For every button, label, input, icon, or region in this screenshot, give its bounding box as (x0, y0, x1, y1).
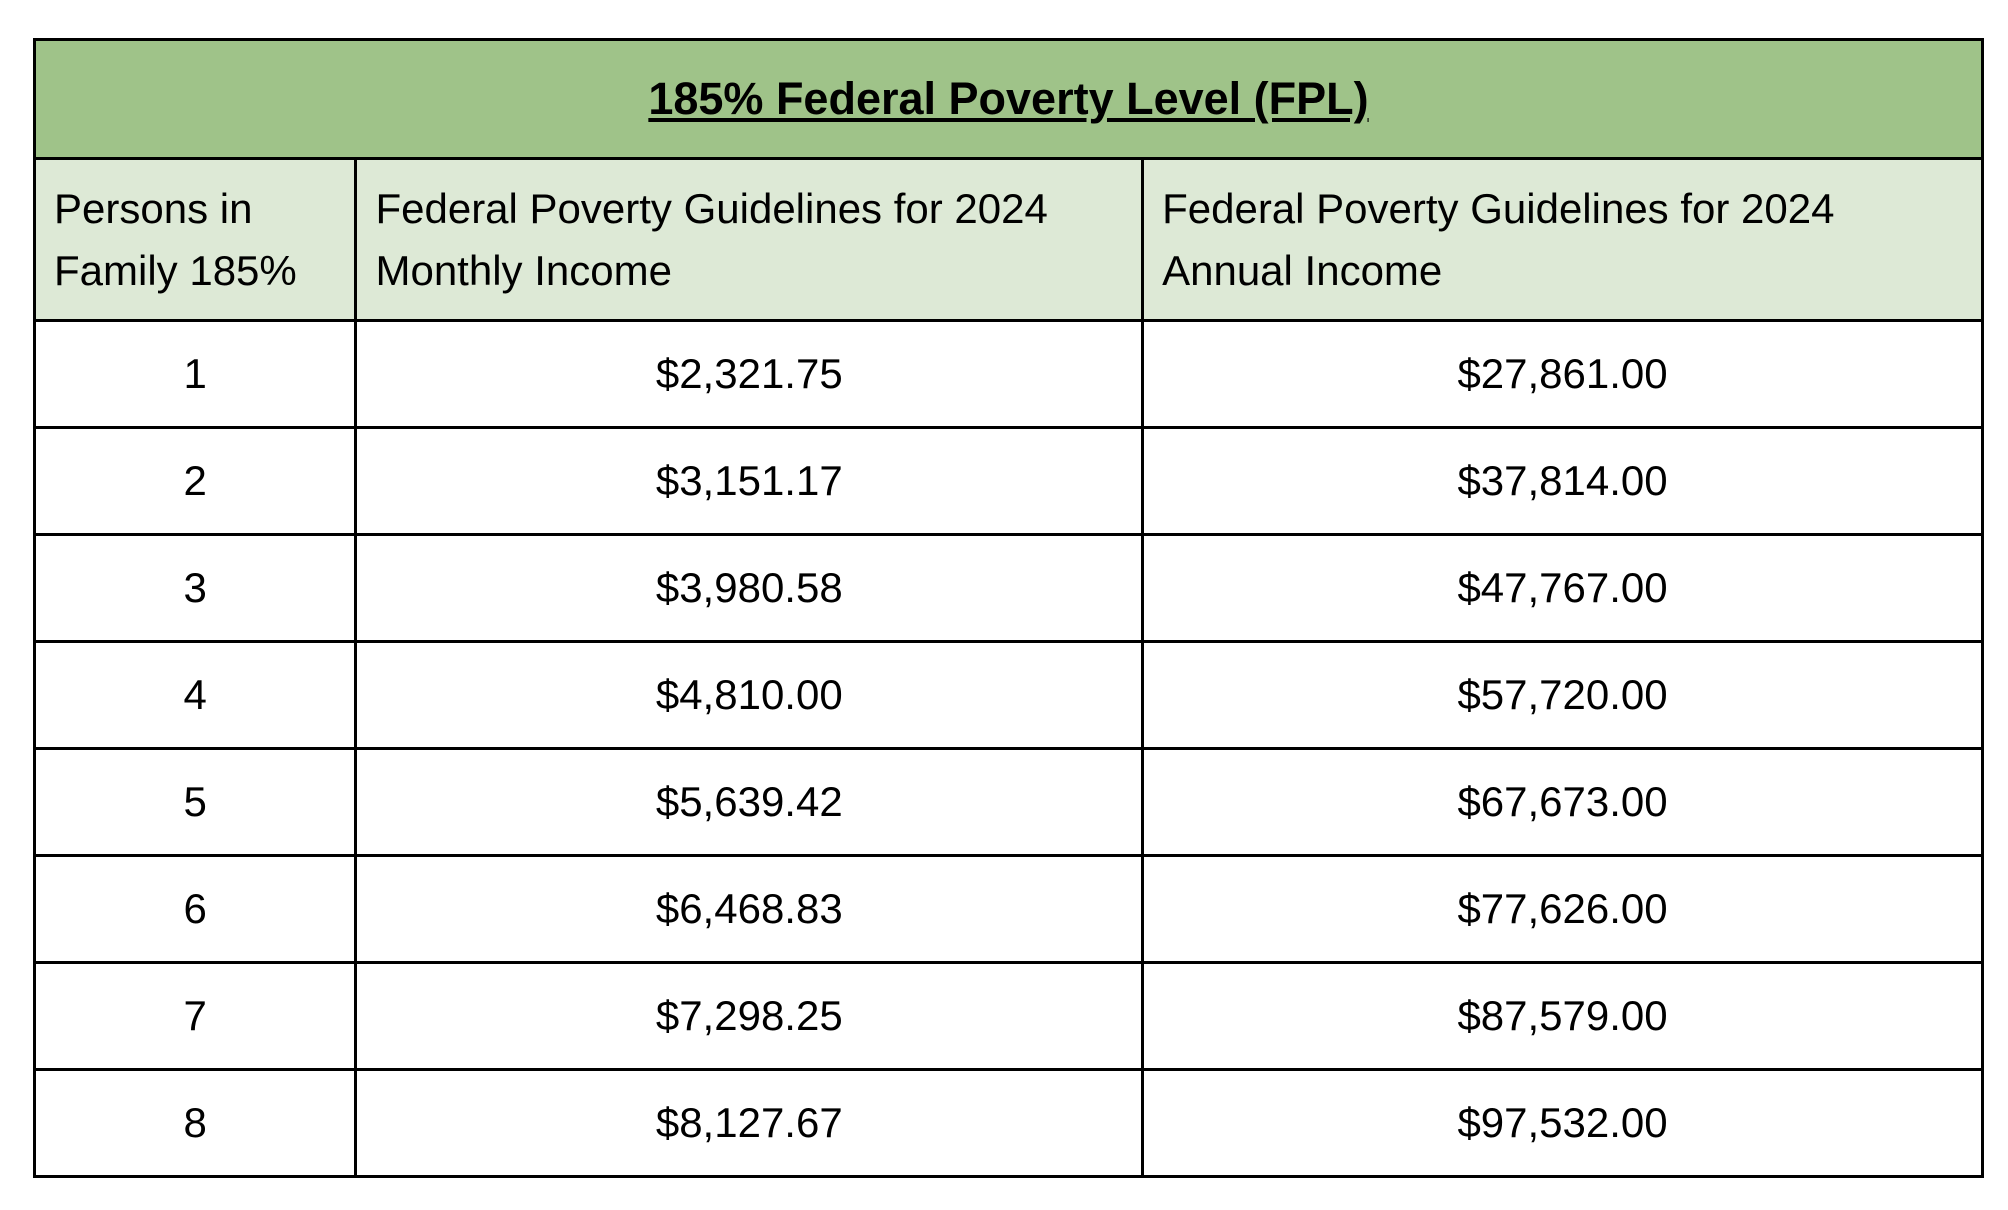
persons-cell: 1 (32, 319, 358, 429)
table-row: 3 $3,980.58 $47,767.00 (32, 533, 1984, 643)
header-line: Annual Income (1162, 246, 1443, 294)
annual-income-cell: $67,673.00 (1141, 747, 1984, 857)
monthly-income-cell: $3,151.17 (354, 426, 1145, 536)
header-line: Federal Poverty Guidelines for 2024 (1162, 184, 1835, 232)
persons-cell: 2 (32, 426, 358, 536)
table-row: 2 $3,151.17 $37,814.00 (32, 426, 1984, 536)
monthly-income-cell: $6,468.83 (354, 854, 1145, 964)
persons-cell: 4 (32, 640, 358, 750)
fpl-table: 185% Federal Poverty Level (FPL) Persons… (32, 38, 1984, 1178)
table-title-row: 185% Federal Poverty Level (FPL) (33, 38, 1984, 160)
header-persons-in-family: Persons in Family 185% (32, 157, 358, 322)
persons-cell: 5 (32, 747, 358, 857)
table-row: 4 $4,810.00 $57,720.00 (32, 640, 1984, 750)
table-row: 5 $5,639.42 $67,673.00 (32, 747, 1984, 857)
monthly-income-cell: $3,980.58 (354, 533, 1145, 643)
annual-income-cell: $87,579.00 (1141, 961, 1984, 1071)
monthly-income-cell: $7,298.25 (354, 961, 1145, 1071)
annual-income-cell: $97,532.00 (1141, 1068, 1984, 1178)
table-row: 1 $2,321.75 $27,861.00 (32, 319, 1984, 429)
annual-income-cell: $57,720.00 (1141, 640, 1984, 750)
header-annual-income: Federal Poverty Guidelines for 2024 Annua… (1141, 157, 1984, 322)
header-line: Federal Poverty Guidelines for 2024 (375, 184, 1048, 232)
monthly-income-cell: $8,127.67 (354, 1068, 1145, 1178)
table-title: 185% Federal Poverty Level (FPL) (33, 38, 1984, 160)
monthly-income-cell: $2,321.75 (354, 319, 1145, 429)
table-row: 7 $7,298.25 $87,579.00 (32, 961, 1984, 1071)
annual-income-cell: $37,814.00 (1141, 426, 1984, 536)
header-line: Family 185% (54, 246, 297, 294)
persons-cell: 7 (32, 961, 358, 1071)
header-line: Persons in (54, 184, 253, 232)
table-header-row: Persons in Family 185% Federal Poverty Gu… (32, 157, 1984, 322)
monthly-income-cell: $5,639.42 (354, 747, 1145, 857)
header-line: Monthly Income (375, 246, 672, 294)
annual-income-cell: $47,767.00 (1141, 533, 1984, 643)
persons-cell: 3 (32, 533, 358, 643)
persons-cell: 6 (32, 854, 358, 964)
header-monthly-income: Federal Poverty Guidelines for 2024 Month… (354, 157, 1145, 322)
table-row: 8 $8,127.67 $97,532.00 (32, 1068, 1984, 1178)
persons-cell: 8 (32, 1068, 358, 1178)
table-row: 6 $6,468.83 $77,626.00 (32, 854, 1984, 964)
annual-income-cell: $27,861.00 (1141, 319, 1984, 429)
annual-income-cell: $77,626.00 (1141, 854, 1984, 964)
monthly-income-cell: $4,810.00 (354, 640, 1145, 750)
